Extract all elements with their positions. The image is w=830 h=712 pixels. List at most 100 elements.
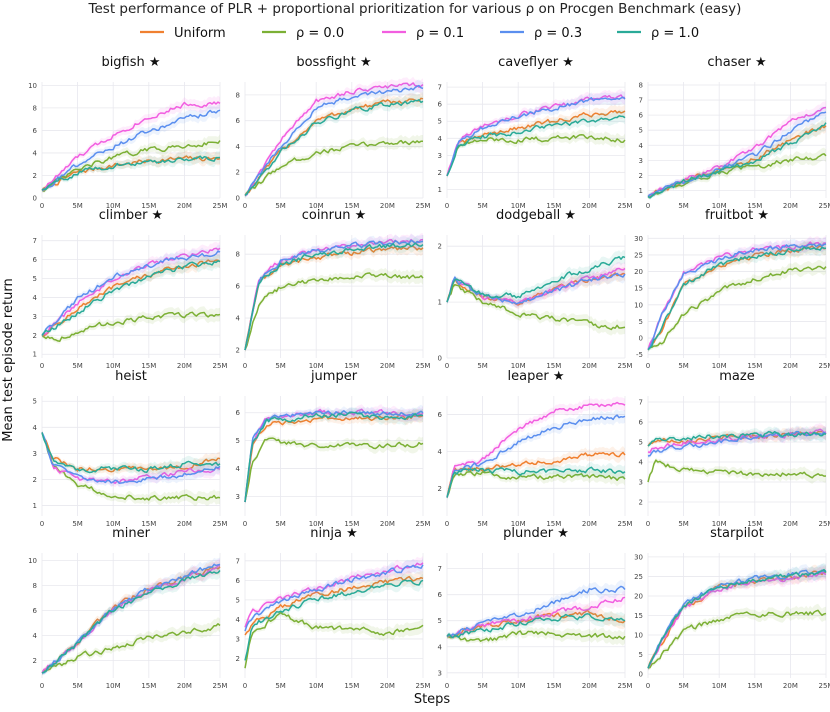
series-band-1-0 xyxy=(245,93,423,198)
series-line-0-0 xyxy=(41,623,221,674)
y-tick-label: 4 xyxy=(236,315,241,323)
series-line-0-0 xyxy=(446,630,626,642)
x-tick-label: 20M xyxy=(783,682,798,690)
y-tick-label: 5 xyxy=(438,118,442,126)
series-band-1-0 xyxy=(245,573,423,663)
y-tick-label: 10 xyxy=(28,82,37,90)
series-line-0-0 xyxy=(41,311,221,342)
series-line-0-3 xyxy=(446,414,626,498)
x-tick-label: 0 xyxy=(646,520,650,528)
x-tick-label: 25M xyxy=(618,202,633,210)
x-tick-label: 15M xyxy=(141,520,156,528)
grid xyxy=(244,553,424,678)
panel-title: bigfish ★ xyxy=(101,55,160,70)
x-tick-label: 15M xyxy=(747,520,762,528)
x-tick-label: 20M xyxy=(177,202,192,210)
x-tick-label: 0 xyxy=(646,202,650,210)
series-band-uniform xyxy=(447,446,625,500)
series-band-0-3 xyxy=(648,237,826,352)
series-line-1-0 xyxy=(647,246,827,351)
x-tick-label: 5M xyxy=(72,520,83,528)
panel-caveflyer: caveflyer ★ 0 5M 10M 15M 20M 25M 1 2 3 4 5 6 7 xyxy=(438,55,633,210)
x-tick-label: 5M xyxy=(477,520,488,528)
x-tick-label: 5M xyxy=(678,520,689,528)
series-band-0-0 xyxy=(447,626,625,646)
y-tick-label: 6 xyxy=(639,112,644,120)
panel-jumper: jumper 0 5M 10M 15M 20M 25M 3 4 5 6 xyxy=(236,369,431,528)
x-tick-label: 20M xyxy=(783,202,798,210)
x-tick-label: 25M xyxy=(416,520,431,528)
panel-bigfish: bigfish ★ 0 5M 10M 15M 20M 25M 0 2 4 6 8 10 xyxy=(28,55,227,210)
series-band-0-1 xyxy=(447,590,625,639)
panel-leaper: leaper ★ 0 5M 10M 15M 20M 25M 2 4 6 xyxy=(438,369,633,528)
series-line-0-3 xyxy=(647,111,827,198)
x-tick-label: 10M xyxy=(309,520,324,528)
y-tick-label: 5 xyxy=(33,275,37,283)
panel-grid: bigfish ★0 5M 10M 15M 20M 25M0246810bossfight… xyxy=(28,55,830,690)
panel-title: caveflyer ★ xyxy=(498,55,574,70)
series-band-1-0 xyxy=(447,608,625,640)
y-tick-label: 2 xyxy=(438,485,442,493)
y-tick-label: 8 xyxy=(33,582,37,590)
y-tick-label: 0 xyxy=(438,355,442,363)
x-tick-label: 0 xyxy=(445,202,449,210)
series-band-1-0 xyxy=(648,240,826,352)
panel-dodgeball: dodgeball ★ 0 5M 10M 15M 20M 25M 0 1 2 xyxy=(438,208,633,370)
series-band-1-0 xyxy=(648,116,826,200)
x-tick-label: 15M xyxy=(546,362,561,370)
x-tick-label: 10M xyxy=(309,682,324,690)
x-tick-label: 10M xyxy=(309,362,324,370)
series-line-1-0 xyxy=(244,242,424,351)
x-tick-label: 5M xyxy=(275,520,286,528)
series-band-0-1 xyxy=(447,261,625,308)
x-tick-label: 25M xyxy=(618,520,633,528)
x-tick-label: 0 xyxy=(445,682,449,690)
y-tick-label: 4 xyxy=(639,142,644,150)
y-tick-label: 2 xyxy=(33,332,37,340)
series-line-1-0 xyxy=(446,115,626,177)
y-tick-label: 6 xyxy=(33,256,38,264)
x-tick-label: 20M xyxy=(582,202,597,210)
series-band-0-3 xyxy=(42,430,220,488)
x-tick-label: 10M xyxy=(106,202,121,210)
x-tick-label: 15M xyxy=(546,202,561,210)
series-band-0-1 xyxy=(42,95,220,193)
series-line-1-0 xyxy=(41,155,221,191)
y-tick-label: 1 xyxy=(438,299,442,307)
series-line-0-0 xyxy=(446,283,626,331)
panel-title: ninja ★ xyxy=(310,526,357,541)
series-band-1-0 xyxy=(42,254,220,338)
y-tick-label: 7 xyxy=(639,97,643,105)
y-tick-label: 6 xyxy=(236,117,241,125)
series-line-uniform xyxy=(244,97,424,196)
y-tick-label: 4 xyxy=(33,424,38,432)
y-tick-label: 15 xyxy=(634,612,643,620)
series-line-0-3 xyxy=(41,432,221,484)
x-tick-label: 20M xyxy=(783,362,798,370)
y-tick-label: 3 xyxy=(639,479,643,487)
y-tick-label: 8 xyxy=(236,91,240,99)
panel-title: plunder ★ xyxy=(503,526,569,541)
y-tick-label: 0 xyxy=(236,195,240,203)
series-band-0-0 xyxy=(447,129,625,178)
x-tick-label: 20M xyxy=(177,362,192,370)
x-tick-label: 5M xyxy=(477,682,488,690)
grid xyxy=(647,553,827,678)
legend-label: ρ = 0.3 xyxy=(534,26,582,41)
x-tick-label: 10M xyxy=(106,362,121,370)
x-tick-label: 25M xyxy=(416,682,431,690)
y-tick-label: 2 xyxy=(438,243,442,251)
series-band-uniform xyxy=(42,560,220,676)
y-tick-label: 2 xyxy=(33,476,37,484)
series-line-0-1 xyxy=(41,101,221,191)
y-tick-label: 4 xyxy=(236,616,241,624)
y-tick-label: 2 xyxy=(438,169,442,177)
panel-starpilot: starpilot 0 5M 10M 15M 20M 25M 0 5 10 15 20 25 30 xyxy=(634,526,830,690)
y-tick-label: 6 xyxy=(33,607,38,615)
x-tick-label: 20M xyxy=(582,520,597,528)
y-tick-label: 7 xyxy=(438,84,442,92)
x-tick-label: 20M xyxy=(380,202,395,210)
x-tick-label: 15M xyxy=(747,682,762,690)
y-tick-label: 1 xyxy=(438,186,442,194)
x-tick-label: 10M xyxy=(712,520,727,528)
